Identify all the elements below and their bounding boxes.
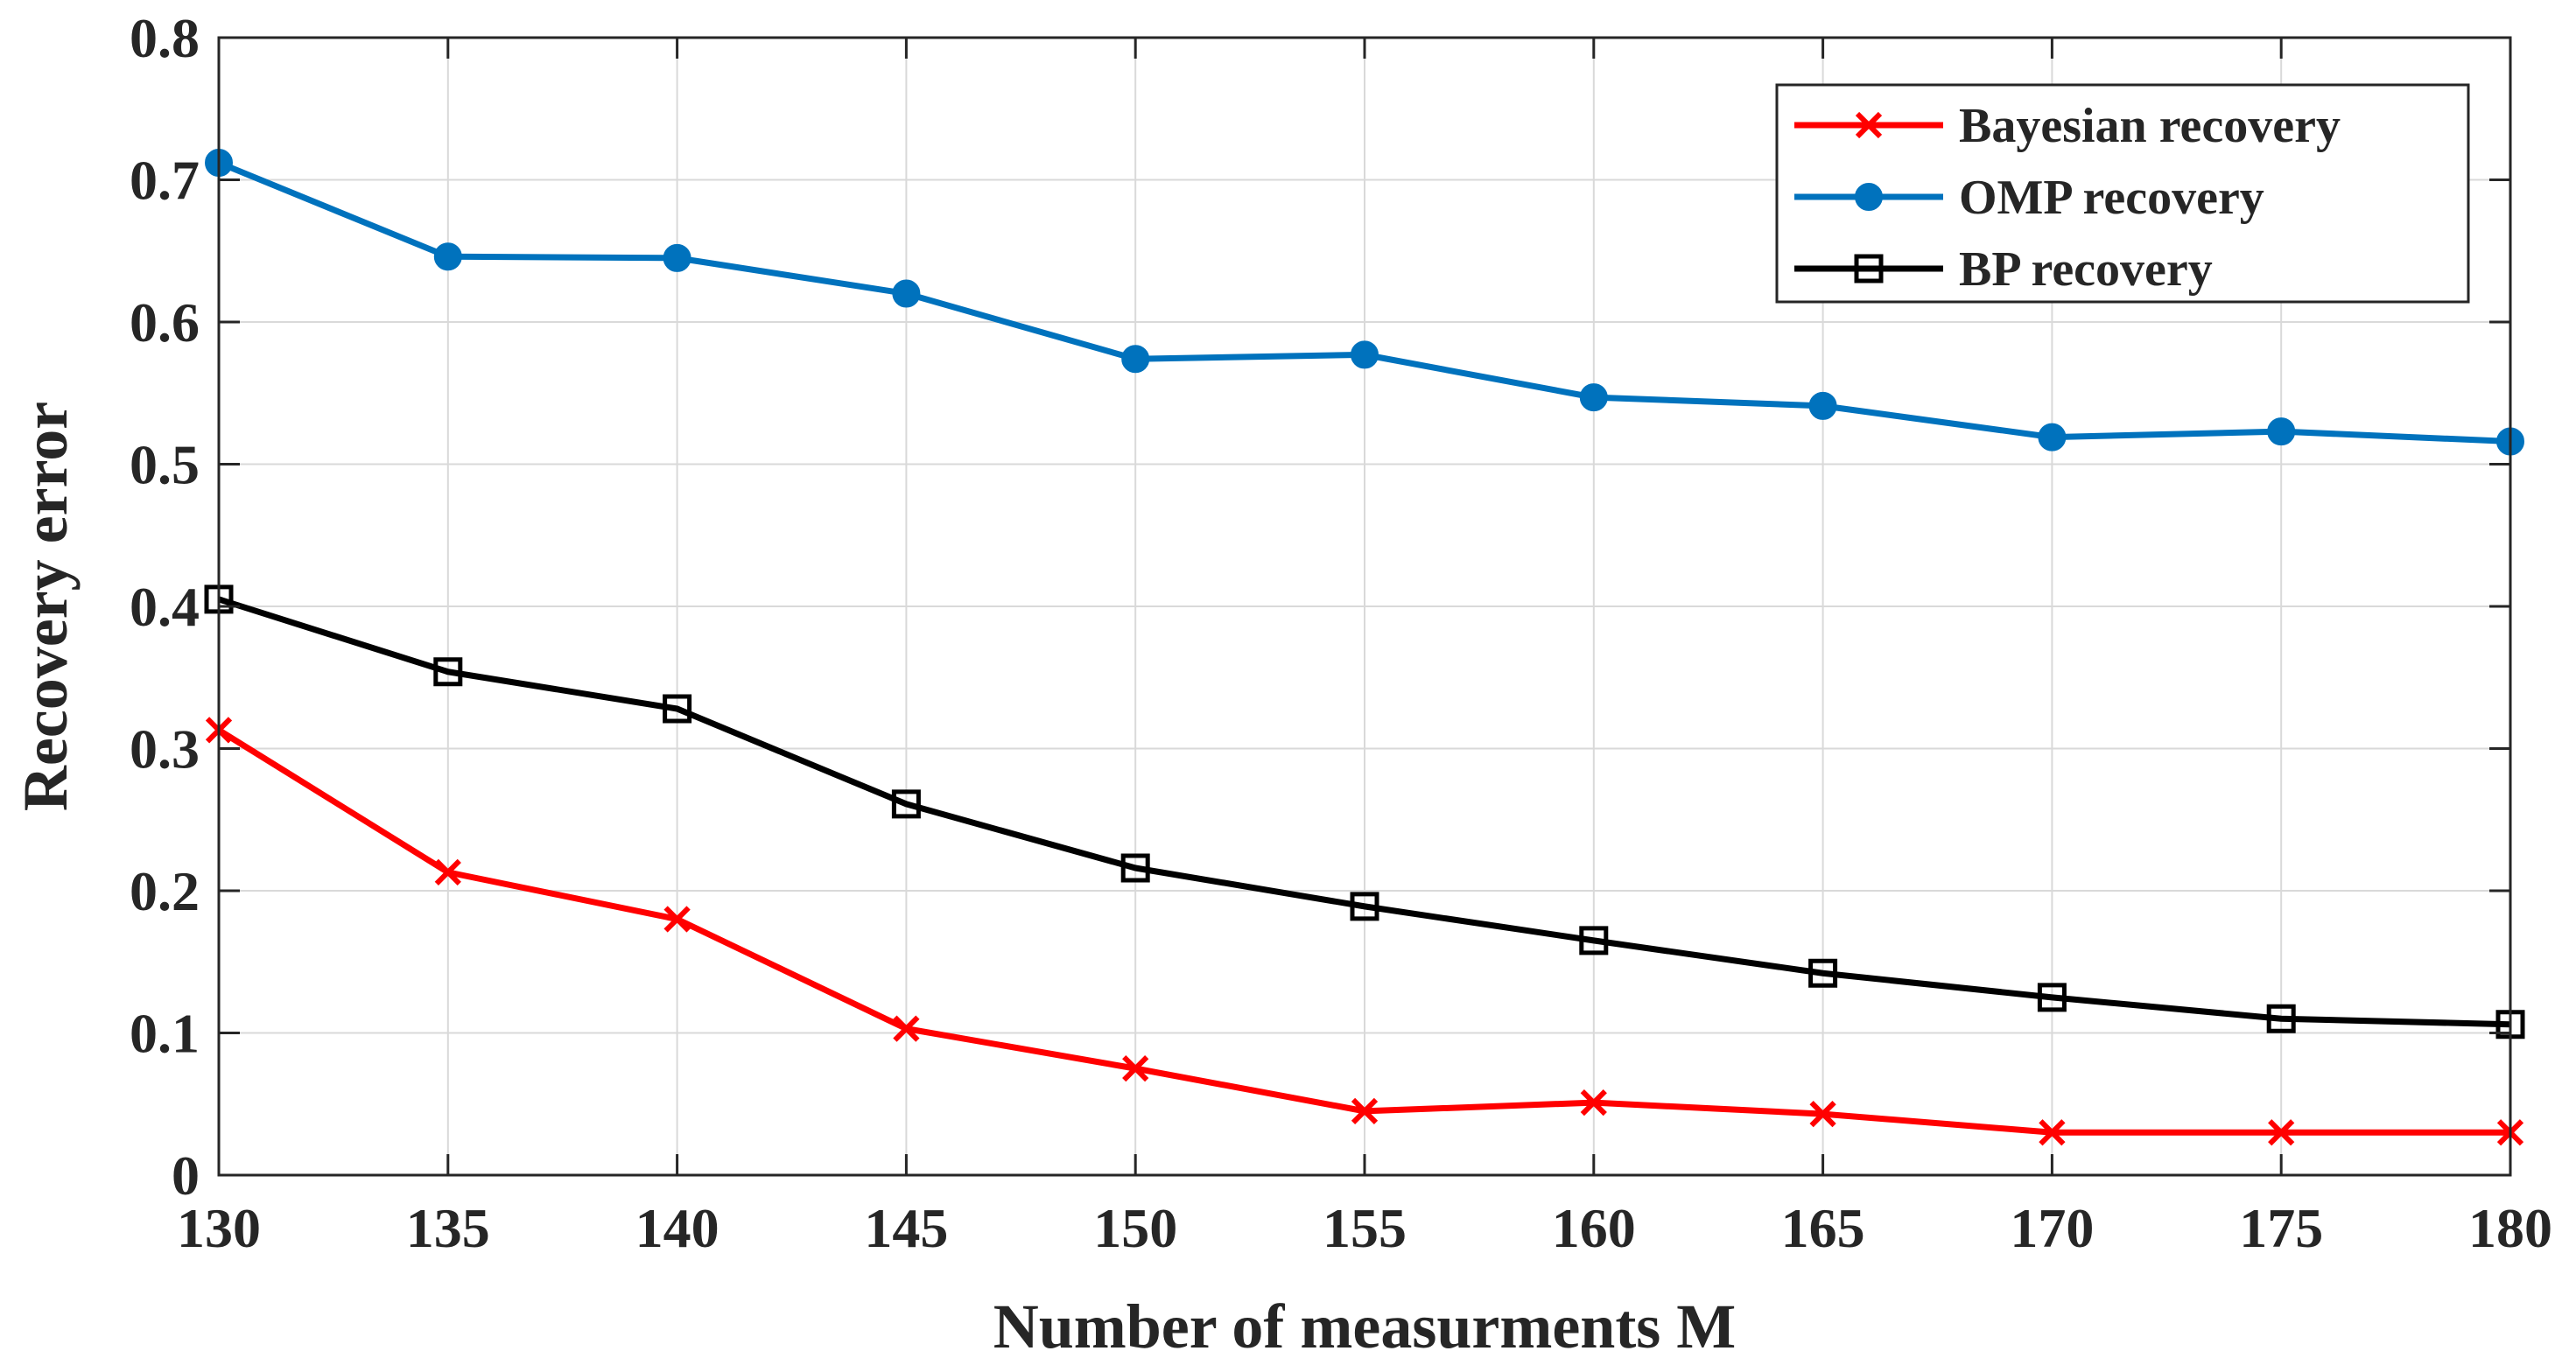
data-point-omp-recovery <box>2267 417 2296 446</box>
y-tick-label: 0.3 <box>130 718 200 780</box>
y-tick-label: 0.8 <box>130 7 200 69</box>
y-tick-label: 0.2 <box>130 860 200 922</box>
series-line-bp-recovery <box>217 596 2511 1028</box>
data-point-omp-recovery <box>2038 423 2067 452</box>
data-point-bp-recovery <box>1120 853 1150 883</box>
data-point-bp-recovery <box>663 694 692 724</box>
legend-item-bp-recovery: BP recovery <box>1794 242 2213 297</box>
data-point-bayesian-recovery <box>1122 1055 1149 1082</box>
legend-label-omp-recovery: OMP recovery <box>1959 171 2264 225</box>
legend-marker-bp-recovery <box>1854 254 1884 284</box>
data-point-bp-recovery <box>433 657 463 687</box>
data-point-omp-recovery <box>1121 345 1150 374</box>
y-tick-label: 0.7 <box>130 150 200 212</box>
data-point-bayesian-recovery <box>2268 1119 2295 1146</box>
x-tick-label: 170 <box>2010 1197 2094 1259</box>
y-tick-label: 0.5 <box>130 434 200 496</box>
data-point-bp-recovery <box>1579 926 1609 956</box>
x-tick-label: 155 <box>1323 1197 1407 1259</box>
data-point-bp-recovery <box>2037 983 2067 1012</box>
data-point-bp-recovery <box>891 789 921 819</box>
data-point-bayesian-recovery <box>663 906 691 933</box>
x-tick-label: 160 <box>1552 1197 1636 1259</box>
data-point-bayesian-recovery <box>1351 1097 1379 1124</box>
x-tick-label: 150 <box>1093 1197 1177 1259</box>
y-tick-label: 0.6 <box>130 291 200 354</box>
data-point-bayesian-recovery <box>2039 1119 2066 1146</box>
x-tick-label: 130 <box>177 1197 261 1259</box>
data-point-bayesian-recovery <box>1809 1101 1836 1128</box>
x-axis-title: Number of measurments M <box>993 1292 1737 1362</box>
legend-label-bayesian-recovery: Bayesian recovery <box>1959 99 2341 153</box>
x-tick-label: 165 <box>1781 1197 1865 1259</box>
y-tick-label: 0.1 <box>130 1003 200 1065</box>
data-point-bayesian-recovery <box>1580 1089 1607 1116</box>
x-tick-label: 175 <box>2239 1197 2323 1259</box>
tick-labels: 130 135 140 145 150 155 160 165 170 175 180 0 0.1 0.2… <box>130 7 2552 1259</box>
data-point-omp-recovery <box>1808 391 1837 420</box>
data-point-omp-recovery <box>663 243 691 272</box>
ticks <box>217 36 2512 1177</box>
legend-marker-bayesian-recovery <box>1855 111 1883 139</box>
y-axis-title: Recovery error <box>11 402 81 811</box>
data-point-bp-recovery <box>2266 1004 2296 1033</box>
data-point-bp-recovery <box>1350 892 1379 921</box>
data-point-omp-recovery <box>892 279 921 308</box>
x-tick-label: 140 <box>635 1197 719 1259</box>
legend-marker-omp-recovery <box>1855 183 1883 211</box>
legend-item-bayesian-recovery: Bayesian recovery <box>1794 99 2341 153</box>
data-point-bp-recovery <box>1808 958 1838 988</box>
x-tick-label: 180 <box>2468 1197 2552 1259</box>
x-tick-label: 145 <box>864 1197 948 1259</box>
y-tick-label: 0 <box>172 1144 200 1207</box>
y-tick-label: 0.4 <box>130 576 200 638</box>
legend-item-omp-recovery: OMP recovery <box>1794 171 2264 225</box>
data-point-bayesian-recovery <box>893 1015 920 1042</box>
data-point-omp-recovery <box>1579 383 1608 412</box>
data-point-omp-recovery <box>433 242 462 271</box>
data-point-bayesian-recovery <box>434 858 461 886</box>
legend: Bayesian recovery OMP recovery BP recovery <box>1775 83 2470 304</box>
data-point-omp-recovery <box>1351 340 1379 369</box>
x-tick-label: 135 <box>406 1197 490 1259</box>
legend-label-bp-recovery: BP recovery <box>1959 242 2213 297</box>
